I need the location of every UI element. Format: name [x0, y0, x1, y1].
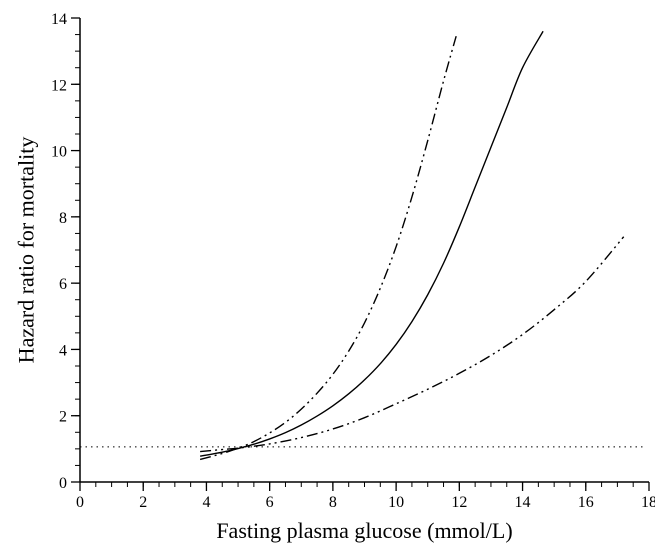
x-axis-title: Fasting plasma glucose (mmol/L): [216, 518, 512, 543]
x-tick-label: 18: [641, 494, 655, 511]
axes: 0 2 4 6 8 10 12 14 16 18 0 2 4 6 8 10 12 14: [51, 11, 655, 511]
y-axis-title: Hazard ratio for mortality: [14, 137, 39, 364]
y-tick-label: 8: [59, 210, 67, 227]
y-tick-label: 4: [59, 342, 67, 359]
y-tick-label: 2: [59, 409, 67, 426]
x-tick-label: 4: [202, 494, 210, 511]
estimate-curve: [199, 30, 544, 457]
x-tick-label: 16: [578, 494, 594, 511]
x-tick-label: 6: [266, 494, 274, 511]
x-tick-label: 12: [451, 494, 467, 511]
x-tick-label: 0: [76, 494, 84, 511]
y-tick-label: 6: [59, 276, 67, 293]
x-tick-label: 8: [329, 494, 337, 511]
y-tick-label: 14: [51, 11, 67, 28]
upper-ci-curve: [199, 36, 457, 461]
y-tick-label: 0: [59, 475, 67, 492]
y-tick-label: 12: [51, 77, 67, 94]
plot-series: [80, 30, 643, 461]
lower-ci-curve: [200, 236, 625, 453]
x-tick-label: 14: [515, 494, 531, 511]
x-tick-label: 10: [388, 494, 404, 511]
x-tick-label: 2: [139, 494, 147, 511]
y-tick-label: 10: [51, 144, 67, 161]
